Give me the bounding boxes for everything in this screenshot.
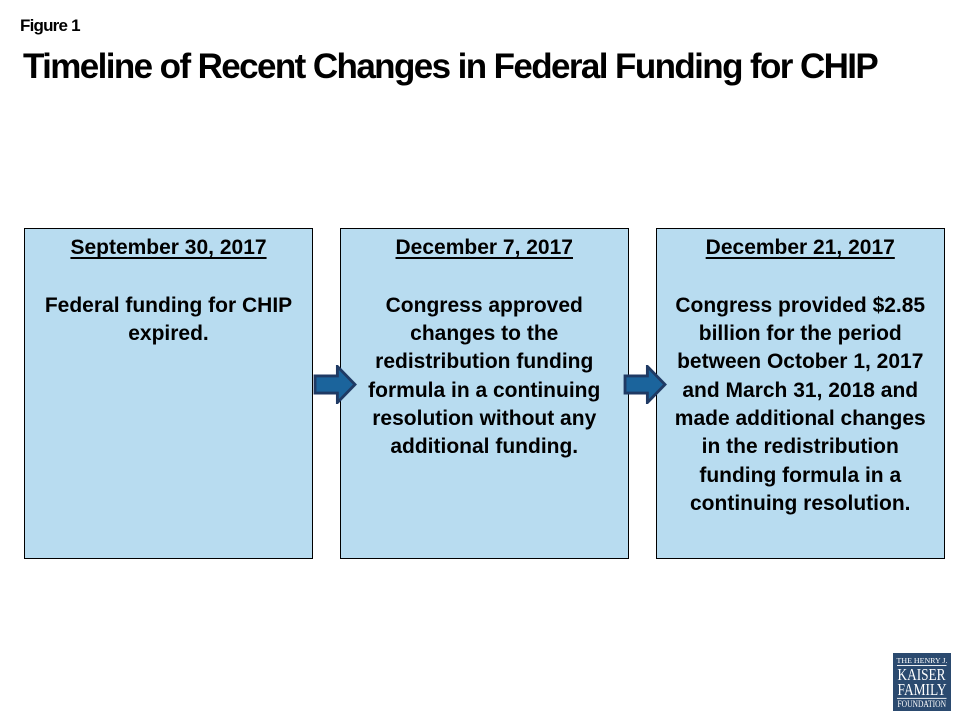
svg-text:FAMILY: FAMILY xyxy=(897,679,946,698)
svg-text:THE HENRY J.: THE HENRY J. xyxy=(896,656,947,664)
svg-text:KAISER: KAISER xyxy=(897,664,946,683)
svg-text:FOUNDATION: FOUNDATION xyxy=(897,699,946,709)
